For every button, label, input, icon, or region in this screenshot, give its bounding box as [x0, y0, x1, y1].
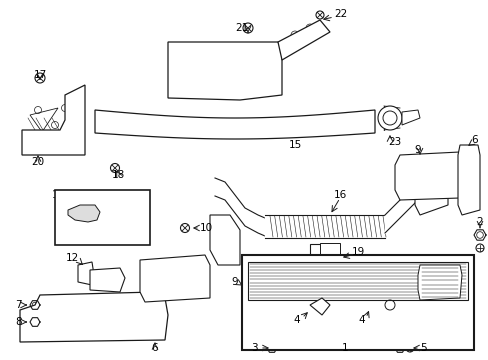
Polygon shape [414, 165, 447, 215]
Text: 6: 6 [151, 343, 158, 353]
Polygon shape [140, 255, 209, 302]
Bar [362, 303, 377, 313]
Polygon shape [264, 272, 297, 300]
Polygon shape [68, 205, 100, 222]
Polygon shape [401, 110, 419, 125]
Text: 10: 10 [200, 223, 213, 233]
Text: 22: 22 [333, 9, 346, 19]
Text: 4: 4 [358, 315, 364, 325]
Bar [242, 255, 473, 350]
Text: 11: 11 [278, 263, 291, 273]
Text: 13: 13 [51, 190, 64, 200]
Text: 3: 3 [251, 343, 258, 353]
Text: 19: 19 [351, 247, 365, 257]
Polygon shape [209, 215, 240, 265]
Text: 9: 9 [231, 277, 238, 287]
Text: 12: 12 [65, 253, 79, 263]
Text: 20: 20 [31, 157, 44, 167]
Polygon shape [90, 268, 125, 292]
Bar [247, 262, 467, 300]
Bar [319, 243, 339, 258]
Polygon shape [78, 262, 94, 285]
Circle shape [377, 106, 401, 130]
Text: 5: 5 [419, 343, 426, 353]
Text: 4: 4 [293, 315, 299, 325]
Text: 14: 14 [112, 230, 125, 240]
Polygon shape [417, 265, 461, 300]
Polygon shape [22, 85, 85, 155]
Text: 21: 21 [235, 23, 248, 33]
Text: 7: 7 [15, 300, 22, 310]
Text: 17: 17 [33, 70, 46, 80]
Polygon shape [309, 298, 329, 315]
Text: 23: 23 [387, 137, 401, 147]
Polygon shape [168, 42, 282, 100]
Text: 15: 15 [288, 140, 301, 150]
Polygon shape [394, 152, 464, 200]
Polygon shape [457, 145, 479, 215]
Polygon shape [20, 292, 168, 342]
Text: 6: 6 [471, 135, 477, 145]
Text: 16: 16 [333, 190, 346, 200]
Text: 18: 18 [111, 170, 124, 180]
Polygon shape [95, 110, 374, 139]
Text: 9: 9 [414, 145, 421, 155]
Bar [55, 190, 150, 245]
Text: 1: 1 [341, 343, 347, 353]
Text: 2: 2 [476, 217, 482, 227]
Polygon shape [278, 20, 329, 60]
Bar [309, 244, 334, 262]
Text: 8: 8 [15, 317, 22, 327]
